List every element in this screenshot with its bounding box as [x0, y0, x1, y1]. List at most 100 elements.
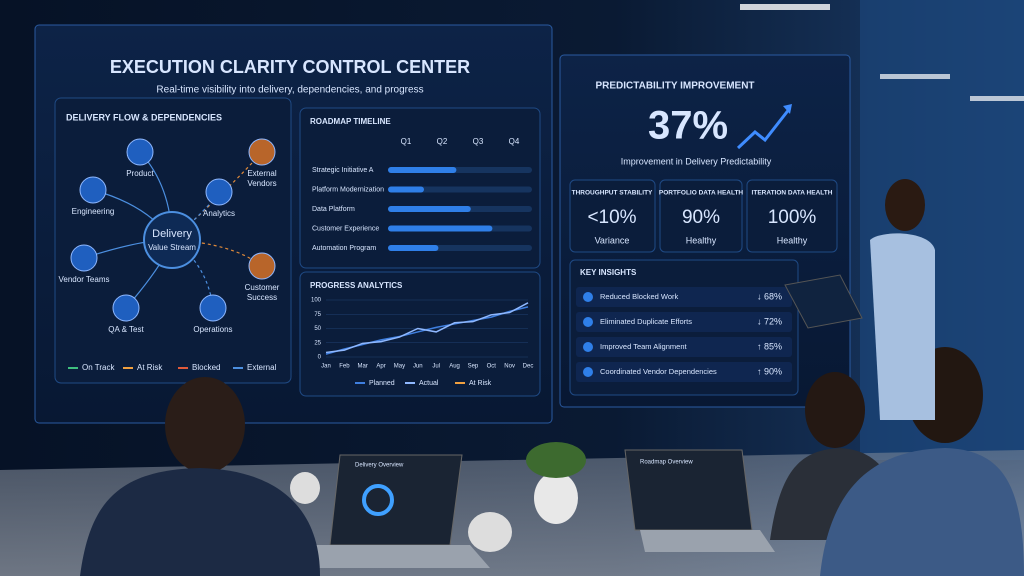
node: [112, 294, 140, 322]
row-label: Platform Modernization: [312, 186, 384, 193]
series-line: [325, 302, 529, 354]
stat-label: Variance: [595, 235, 630, 245]
insight-icon: [583, 292, 593, 302]
x-tick-label: Apr: [376, 364, 385, 370]
x-tick-label: Aug: [449, 364, 460, 370]
laptop-title: Delivery Overview: [355, 463, 404, 469]
ceiling-light: [970, 96, 1024, 101]
node-label: Product: [126, 169, 154, 178]
x-tick-label: Jun: [413, 364, 423, 370]
mug: [290, 472, 320, 504]
ceiling-light: [740, 4, 830, 10]
node: [126, 138, 154, 166]
insight-label: Coordinated Vendor Dependencies: [600, 367, 717, 376]
node: [199, 294, 227, 322]
insight-row: [576, 362, 792, 382]
node-label: Analytics: [203, 209, 235, 218]
node: [79, 176, 107, 204]
bar: [388, 225, 493, 232]
node-label: Success: [247, 293, 277, 302]
ceiling-light: [880, 74, 950, 79]
x-tick-label: Jul: [432, 364, 440, 370]
node-label: External: [247, 169, 277, 178]
row-label: Strategic Initiative A: [312, 167, 374, 174]
insight-value: ↑ 85%: [757, 341, 782, 351]
mug: [468, 512, 512, 552]
stat-label: Healthy: [777, 235, 808, 245]
insight-label: Eliminated Duplicate Efforts: [600, 317, 692, 326]
panel: [569, 179, 656, 253]
x-tick-label: Feb: [339, 364, 350, 370]
row-label: Automation Program: [312, 245, 376, 252]
stat-title: PORTFOLIO DATA HEALTH: [659, 190, 744, 197]
y-tick-label: 75: [314, 312, 321, 318]
quarter-label: Q3: [473, 137, 484, 146]
plant-pot: [534, 472, 578, 524]
person-body: [820, 448, 1024, 576]
stat-title: THROUGHPUT STABILITY: [572, 190, 653, 197]
hub: [143, 211, 201, 269]
track: [388, 186, 532, 193]
y-tick-label: 50: [314, 326, 321, 332]
laptop-title: Roadmap Overview: [640, 460, 693, 466]
tablet: [784, 274, 863, 329]
laptop-base: [640, 530, 775, 552]
panel: [659, 179, 743, 253]
x-tick-label: Jan: [321, 364, 331, 370]
node: [70, 244, 98, 272]
x-tick-label: Dec: [523, 364, 534, 370]
insight-value: ↓ 68%: [757, 291, 782, 301]
row-label: Customer Experience: [312, 225, 379, 232]
presenter-body: [870, 233, 935, 420]
x-tick-label: Sep: [468, 364, 479, 370]
row-label: Data Platform: [312, 206, 355, 213]
insight-row: [576, 312, 792, 332]
insight-icon: [583, 317, 593, 327]
arrow-head: [783, 104, 792, 114]
quarter-label: Q2: [437, 137, 448, 146]
plant: [526, 442, 586, 478]
panel-title: DELIVERY FLOW & DEPENDENCIES: [66, 112, 222, 122]
node-label: Vendors: [247, 179, 276, 188]
node-label: Customer: [245, 283, 280, 292]
y-tick-label: 0: [318, 355, 322, 361]
panel-title: KEY INSIGHTS: [580, 268, 637, 277]
insight-icon: [583, 342, 593, 352]
node: [248, 138, 276, 166]
kpi-value: 37%: [648, 104, 728, 148]
quarter-label: Q4: [509, 137, 520, 146]
hub-label: Value Stream: [148, 243, 196, 252]
insight-label: Improved Team Alignment: [600, 342, 687, 351]
legend-label: At Risk: [137, 363, 163, 372]
kpi-caption: Improvement in Delivery Predictability: [621, 156, 772, 166]
bar: [388, 245, 439, 251]
node-label: Engineering: [72, 207, 115, 216]
legend-label: Actual: [419, 380, 439, 387]
node-label: Vendor Teams: [59, 275, 110, 284]
x-tick-label: May: [394, 364, 405, 370]
trend-arrow: [736, 107, 792, 150]
legend-label: Blocked: [192, 363, 220, 372]
panel-title: PROGRESS ANALYTICS: [310, 281, 403, 290]
insight-icon: [583, 367, 593, 377]
panel-title: ROADMAP TIMELINE: [310, 117, 391, 126]
node-label: Operations: [193, 325, 232, 334]
node: [205, 178, 233, 206]
insight-row: [576, 287, 792, 307]
bar: [388, 206, 471, 212]
panel-title: PREDICTABILITY IMPROVEMENT: [595, 81, 754, 92]
node: [248, 252, 276, 280]
donut-icon: [362, 484, 394, 516]
legend-label: External: [247, 363, 277, 372]
content: EXECUTION CLARITY CONTROL CENTER Real-tim…: [59, 57, 833, 387]
insight-value: ↓ 72%: [757, 316, 782, 326]
stat-value: <10%: [587, 207, 636, 228]
bar: [388, 167, 457, 173]
quarter-label: Q1: [401, 137, 412, 146]
legend-label: At Risk: [469, 380, 492, 387]
node-label: QA & Test: [108, 325, 144, 334]
presenter-head: [885, 179, 925, 231]
y-tick-label: 100: [311, 298, 322, 304]
stat-value: 100%: [768, 207, 817, 228]
